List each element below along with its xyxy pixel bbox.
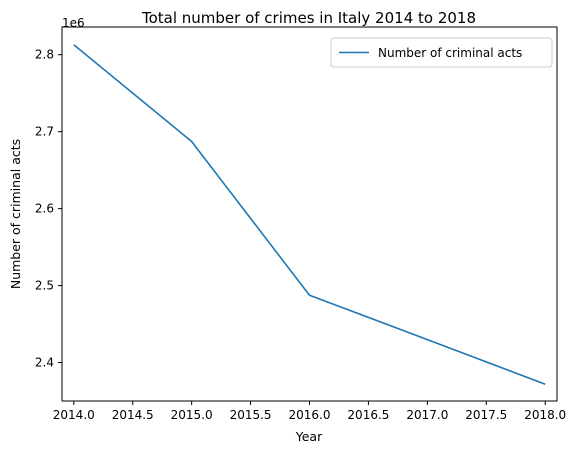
x-tick-label: 2018.0 <box>524 408 566 422</box>
x-tick-label: 2016.5 <box>347 408 389 422</box>
x-tick-label: 2016.0 <box>289 408 331 422</box>
x-tick-label: 2014.5 <box>112 408 154 422</box>
series-line <box>74 45 545 384</box>
y-axis: 2.4 2.5 2.6 2.7 2.8 <box>35 48 62 370</box>
x-tick-label: 2017.5 <box>465 408 507 422</box>
y-tick-label: 2.8 <box>35 48 54 62</box>
legend: Number of criminal acts <box>331 38 552 67</box>
y-tick-label: 2.7 <box>35 125 54 139</box>
x-tick-label: 2014.0 <box>53 408 95 422</box>
chart-title: Total number of crimes in Italy 2014 to … <box>141 9 476 27</box>
x-axis-label: Year <box>295 429 323 444</box>
y-tick-label: 2.4 <box>35 356 54 370</box>
plot-area: 2014.0 2014.5 2015.0 2015.5 2016.0 2016.5 2017… <box>35 27 566 422</box>
y-tick-label: 2.5 <box>35 279 54 293</box>
x-axis: 2014.0 2014.5 2015.0 2015.5 2016.0 2016.5 2017… <box>53 401 566 422</box>
x-tick-label: 2015.0 <box>171 408 213 422</box>
series-group <box>74 45 545 384</box>
y-tick-label: 2.6 <box>35 202 54 216</box>
plot-frame <box>62 27 557 401</box>
y-axis-label: Number of criminal acts <box>8 139 23 289</box>
x-tick-label: 2015.5 <box>230 408 272 422</box>
y-offset-label: 1e6 <box>62 16 85 30</box>
legend-label: Number of criminal acts <box>378 46 522 60</box>
x-tick-label: 2017.0 <box>406 408 448 422</box>
